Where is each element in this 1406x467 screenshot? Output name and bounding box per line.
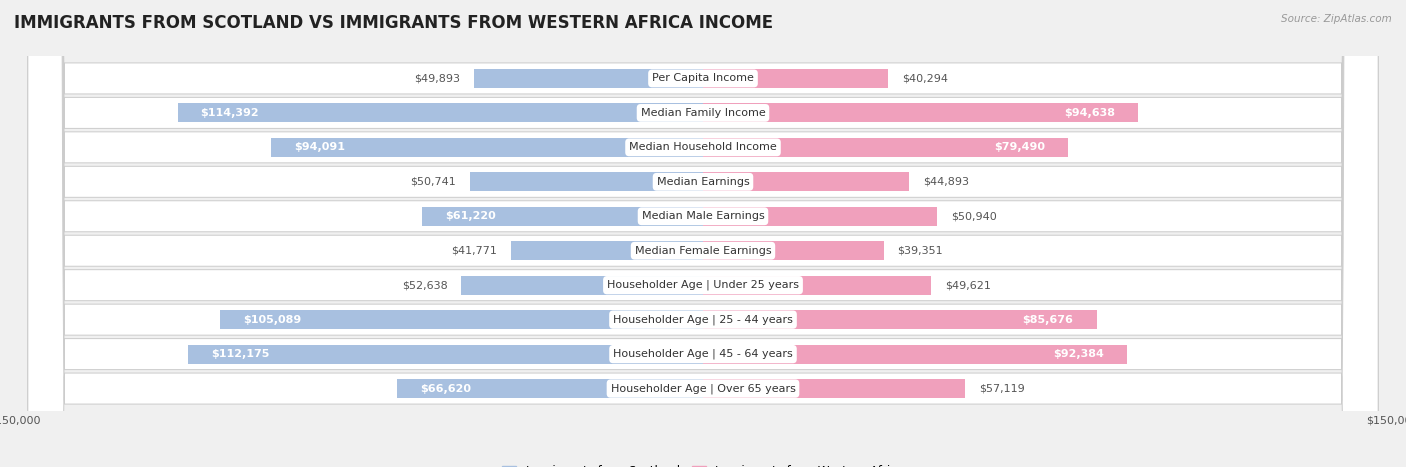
Bar — [703, 379, 966, 398]
FancyBboxPatch shape — [28, 0, 1378, 467]
Text: Source: ZipAtlas.com: Source: ZipAtlas.com — [1281, 14, 1392, 24]
Text: Householder Age | Over 65 years: Householder Age | Over 65 years — [610, 383, 796, 394]
Text: Median Earnings: Median Earnings — [657, 177, 749, 187]
Text: Householder Age | Under 25 years: Householder Age | Under 25 years — [607, 280, 799, 290]
Text: $112,175: $112,175 — [211, 349, 269, 359]
Bar — [474, 69, 703, 88]
Text: Householder Age | 45 - 64 years: Householder Age | 45 - 64 years — [613, 349, 793, 359]
FancyBboxPatch shape — [28, 0, 1378, 467]
Text: $39,351: $39,351 — [897, 246, 943, 256]
Text: Median Household Income: Median Household Income — [628, 142, 778, 152]
Text: $49,893: $49,893 — [413, 73, 460, 84]
FancyBboxPatch shape — [28, 0, 1378, 467]
Text: $57,119: $57,119 — [979, 383, 1025, 394]
Bar — [703, 103, 1137, 122]
FancyBboxPatch shape — [28, 0, 1378, 467]
Text: Median Male Earnings: Median Male Earnings — [641, 211, 765, 221]
Text: $79,490: $79,490 — [994, 142, 1045, 152]
Bar — [703, 172, 910, 191]
Text: $50,940: $50,940 — [950, 211, 997, 221]
Text: Householder Age | 25 - 44 years: Householder Age | 25 - 44 years — [613, 314, 793, 325]
Text: IMMIGRANTS FROM SCOTLAND VS IMMIGRANTS FROM WESTERN AFRICA INCOME: IMMIGRANTS FROM SCOTLAND VS IMMIGRANTS F… — [14, 14, 773, 32]
Text: $40,294: $40,294 — [901, 73, 948, 84]
Text: $61,220: $61,220 — [444, 211, 495, 221]
Text: Per Capita Income: Per Capita Income — [652, 73, 754, 84]
Text: $114,392: $114,392 — [201, 108, 259, 118]
Text: $52,638: $52,638 — [402, 280, 447, 290]
Bar — [188, 345, 703, 364]
Text: Median Female Earnings: Median Female Earnings — [634, 246, 772, 256]
Bar — [512, 241, 703, 260]
Bar — [703, 207, 936, 226]
Text: $94,638: $94,638 — [1064, 108, 1115, 118]
Bar — [221, 310, 703, 329]
Text: $66,620: $66,620 — [420, 383, 471, 394]
Bar — [703, 241, 884, 260]
FancyBboxPatch shape — [28, 0, 1378, 467]
Text: $41,771: $41,771 — [451, 246, 498, 256]
Text: $105,089: $105,089 — [243, 315, 301, 325]
Text: $50,741: $50,741 — [411, 177, 456, 187]
Bar — [177, 103, 703, 122]
Bar — [703, 345, 1128, 364]
Text: $49,621: $49,621 — [945, 280, 991, 290]
FancyBboxPatch shape — [28, 0, 1378, 467]
FancyBboxPatch shape — [28, 0, 1378, 467]
Text: $44,893: $44,893 — [922, 177, 969, 187]
FancyBboxPatch shape — [28, 0, 1378, 467]
Text: $94,091: $94,091 — [294, 142, 344, 152]
Legend: Immigrants from Scotland, Immigrants from Western Africa: Immigrants from Scotland, Immigrants fro… — [498, 460, 908, 467]
Bar — [396, 379, 703, 398]
Bar — [703, 138, 1069, 157]
Bar — [271, 138, 703, 157]
Bar — [703, 310, 1097, 329]
Bar — [703, 69, 889, 88]
Text: $92,384: $92,384 — [1053, 349, 1104, 359]
FancyBboxPatch shape — [28, 0, 1378, 467]
Text: $85,676: $85,676 — [1022, 315, 1074, 325]
FancyBboxPatch shape — [28, 0, 1378, 467]
Bar — [703, 276, 931, 295]
Bar — [461, 276, 703, 295]
Bar — [422, 207, 703, 226]
Bar — [470, 172, 703, 191]
Text: Median Family Income: Median Family Income — [641, 108, 765, 118]
